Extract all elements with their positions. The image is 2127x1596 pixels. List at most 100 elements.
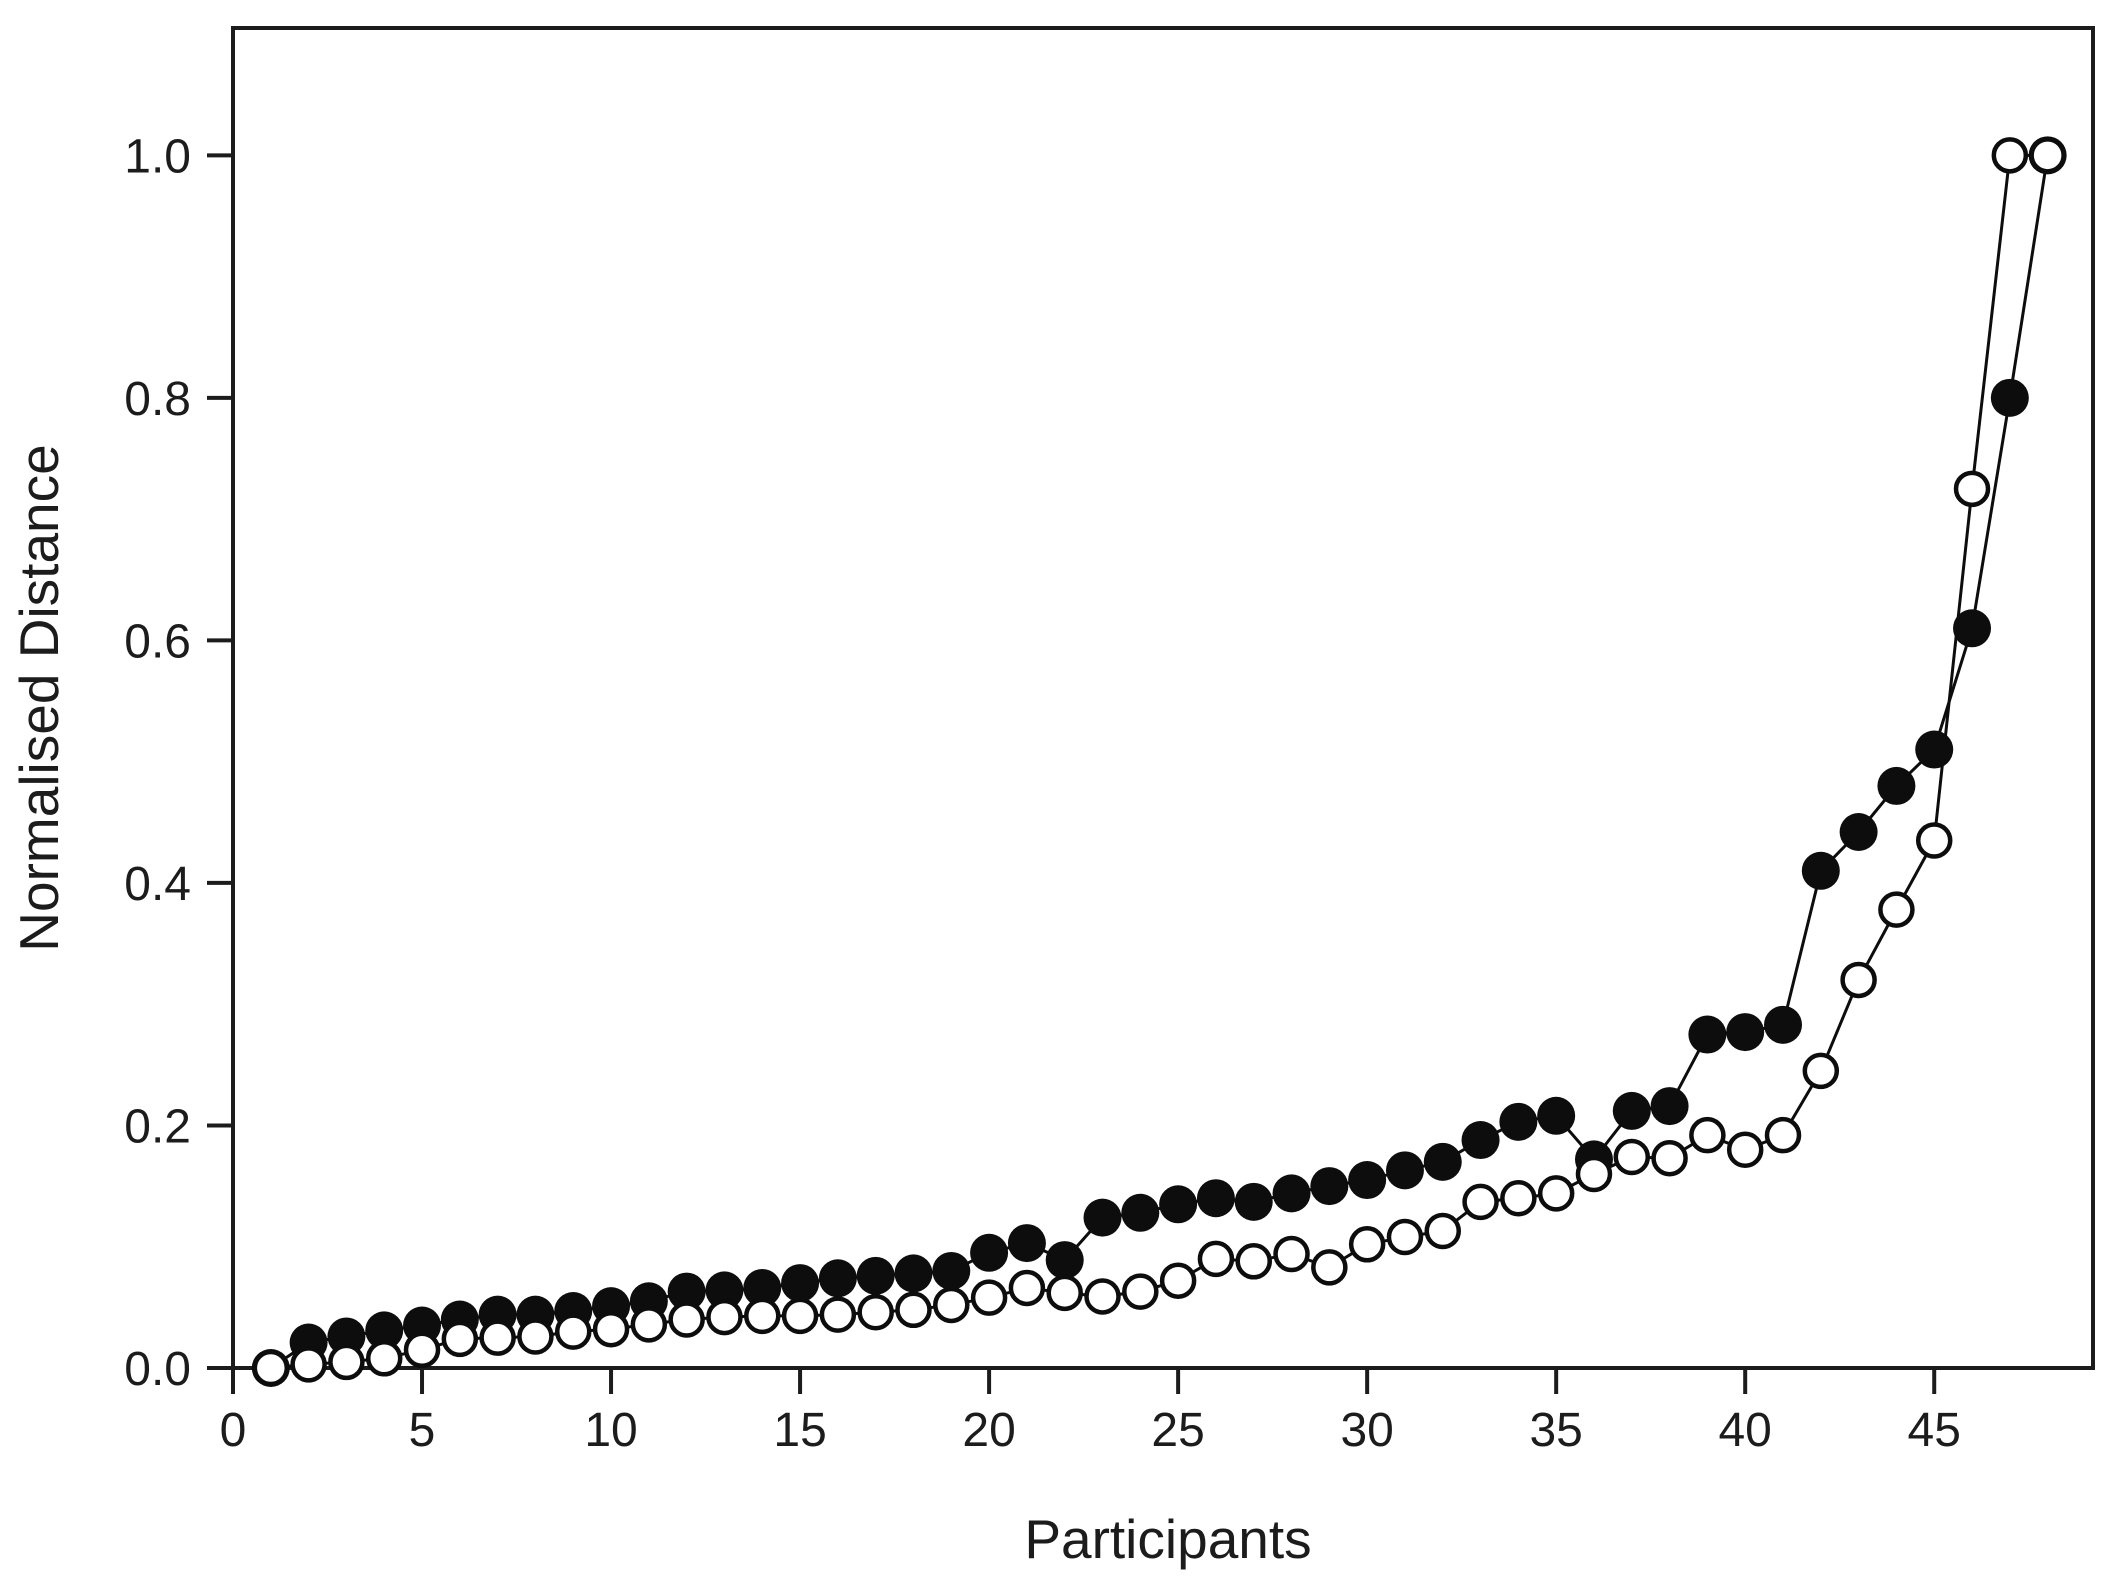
- filled-circle-marker: [1348, 1161, 1387, 1200]
- y-tick-label: 1.0: [124, 130, 191, 183]
- filled-circle-marker: [856, 1256, 895, 1295]
- filled-circle-marker: [743, 1268, 782, 1307]
- open-circle-marker: [706, 1298, 743, 1336]
- filled-circle-marker: [327, 1317, 366, 1356]
- x-axis-title: Participants: [1024, 1508, 1311, 1570]
- open-circle-marker: [1764, 1116, 1802, 1154]
- filled-circle-marker: [1461, 1121, 1500, 1160]
- open-circle-marker: [1613, 1138, 1651, 1176]
- filled-circle-marker: [1877, 766, 1916, 805]
- filled-circle-marker: [1385, 1151, 1424, 1190]
- x-tick-label: 25: [1151, 1404, 1204, 1457]
- open-circle-marker: [365, 1340, 403, 1377]
- filled-circle-marker: [1272, 1174, 1311, 1213]
- open-circle-marker: [1386, 1218, 1424, 1256]
- open-circle-marker: [1084, 1278, 1121, 1315]
- y-tick-label: 0.2: [124, 1100, 191, 1153]
- open-circle-marker: [1424, 1212, 1462, 1250]
- filled-circle-marker: [894, 1254, 933, 1293]
- y-tick-label: 0.0: [124, 1343, 191, 1396]
- filled-circle-marker: [1915, 730, 1954, 769]
- open-circle-marker: [1122, 1273, 1159, 1310]
- filled-circle-marker: [1196, 1179, 1235, 1218]
- open-circle-marker: [1726, 1131, 1764, 1168]
- open-circle-marker: [441, 1320, 479, 1358]
- x-tick-label: 15: [773, 1404, 826, 1457]
- open-circle-marker: [1311, 1249, 1348, 1286]
- filled-circle-marker: [1764, 1005, 1802, 1044]
- filled-circle-marker: [1839, 813, 1878, 851]
- x-tick-label: 20: [962, 1404, 1015, 1457]
- data-series-layer: [251, 136, 2067, 1387]
- open-circle-marker: [1878, 891, 1915, 928]
- open-circle-marker: [1915, 822, 1953, 859]
- x-tick-label: 30: [1340, 1404, 1393, 1457]
- filled-circle-marker: [1007, 1224, 1046, 1263]
- open-circle-marker: [403, 1331, 441, 1369]
- open-circle-marker: [290, 1346, 327, 1383]
- filled-circle-marker: [1650, 1087, 1689, 1126]
- open-circle-marker: [895, 1291, 932, 1329]
- filled-circle-marker: [781, 1264, 820, 1303]
- filled-circle-marker: [1537, 1096, 1576, 1135]
- open-circle-marker: [1008, 1269, 1046, 1307]
- open-circle-marker: [668, 1301, 705, 1338]
- filled-circle-marker: [1726, 1013, 1765, 1052]
- open-circles-line: [269, 153, 2050, 1370]
- open-circle-marker: [1537, 1175, 1575, 1212]
- open-circle-marker: [857, 1293, 894, 1331]
- x-tick-label: 45: [1908, 1404, 1961, 1457]
- open-circle-marker: [1575, 1155, 1613, 1193]
- open-circle-marker: [781, 1297, 819, 1335]
- filled-circle-marker: [1990, 378, 2029, 417]
- open-circle-marker: [1840, 961, 1877, 999]
- y-tick-label: 0.4: [124, 858, 191, 911]
- open-circle-marker: [1500, 1179, 1537, 1217]
- x-tick-label: 40: [1718, 1404, 1771, 1457]
- filled-circle-marker: [705, 1271, 744, 1310]
- open-circle-marker: [1348, 1226, 1386, 1263]
- filled-circle-marker: [1688, 1015, 1727, 1054]
- filled-circle-marker: [1083, 1198, 1122, 1237]
- open-circle-marker: [517, 1318, 554, 1355]
- open-circle-marker: [819, 1296, 857, 1333]
- axis-tick-layer: 0 5 10 15 20 25 30 35 40 45 0.0 0.2 0.4 0.6 0.8 1.0: [124, 130, 1961, 1457]
- filled-circle-marker: [1953, 609, 1992, 648]
- x-tick-label: 0: [220, 1404, 247, 1457]
- open-circle-marker: [1651, 1139, 1688, 1177]
- x-tick-label: 35: [1529, 1404, 1582, 1457]
- open-circle-marker: [744, 1297, 781, 1335]
- filled-circle-marker: [667, 1272, 706, 1311]
- filled-circle-marker: [1045, 1241, 1084, 1280]
- open-circle-marker: [554, 1313, 592, 1350]
- open-circle-marker: [328, 1343, 365, 1381]
- open-circle-marker: [1235, 1243, 1272, 1280]
- open-circle-marker: [252, 1349, 290, 1387]
- filled-circle-marker: [1499, 1102, 1538, 1141]
- filled-circles-line: [269, 153, 2050, 1370]
- open-circle-marker: [2029, 137, 2066, 174]
- open-circle-marker: [1159, 1262, 1197, 1299]
- open-circle-marker: [1991, 137, 2029, 174]
- open-circle-marker: [1046, 1274, 1083, 1312]
- open-circle-marker: [1802, 1052, 1840, 1090]
- filled-circle-marker: [1801, 851, 1840, 890]
- open-circle-marker: [630, 1306, 668, 1343]
- filled-circle-marker: [1121, 1193, 1160, 1232]
- open-circle-marker: [933, 1286, 970, 1324]
- y-tick-label: 0.8: [124, 373, 191, 426]
- filled-circle-marker: [818, 1259, 857, 1298]
- y-tick-label: 0.6: [124, 615, 191, 668]
- plot-frame: [231, 26, 2095, 1370]
- open-circle-marker: [970, 1279, 1008, 1316]
- open-circle-marker: [592, 1310, 630, 1348]
- open-circle-marker: [1273, 1235, 1310, 1273]
- open-circle-marker: [1462, 1183, 1499, 1221]
- filled-circle-marker: [365, 1311, 404, 1350]
- filled-circle-marker: [1234, 1182, 1273, 1221]
- open-circle-marker: [1953, 470, 1991, 508]
- x-tick-label: 5: [409, 1404, 436, 1457]
- filled-circle-marker: [1310, 1167, 1349, 1206]
